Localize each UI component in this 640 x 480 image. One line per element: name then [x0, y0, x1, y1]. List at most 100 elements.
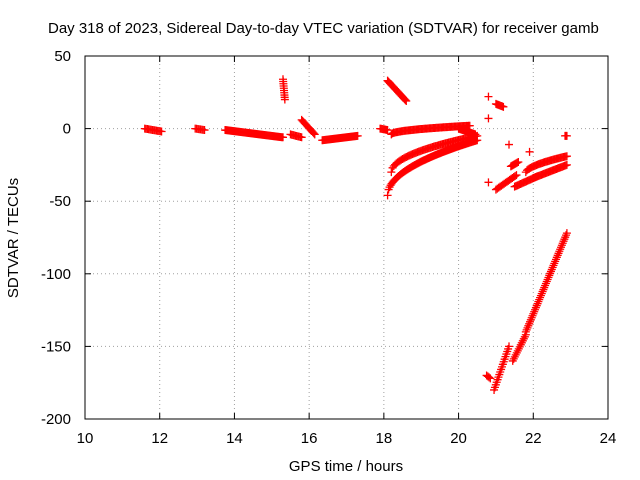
data-point — [562, 152, 571, 161]
data-point — [512, 171, 521, 180]
data-point — [561, 233, 570, 242]
data-point — [518, 336, 527, 345]
data-point — [527, 313, 536, 322]
data-point — [400, 95, 409, 104]
data-point — [529, 309, 538, 318]
data-point — [514, 344, 523, 353]
data-point — [552, 253, 561, 262]
x-tick-label: 24 — [600, 430, 617, 447]
data-point — [402, 97, 411, 106]
data-point — [532, 301, 541, 310]
data-point — [383, 126, 392, 135]
data-point — [526, 315, 535, 324]
data-point — [525, 147, 534, 156]
x-tick-label: 12 — [151, 430, 168, 447]
data-point — [514, 157, 523, 166]
data-point — [535, 295, 544, 304]
data-point — [539, 285, 548, 294]
data-point — [538, 287, 547, 296]
data-point — [549, 261, 558, 270]
plot-frame — [84, 55, 609, 420]
x-tick-label: 20 — [450, 430, 467, 447]
data-point — [560, 235, 569, 244]
data-point — [519, 334, 528, 343]
data-point — [484, 114, 493, 123]
data-point — [536, 291, 545, 300]
y-tick-label: 50 — [54, 48, 71, 65]
data-point — [555, 247, 564, 256]
data-point — [353, 131, 362, 140]
data-point — [537, 289, 546, 298]
x-tick-label: 18 — [376, 430, 393, 447]
grid — [85, 56, 608, 419]
x-axis-label: GPS time / hours — [289, 458, 403, 475]
data-point — [385, 183, 394, 192]
y-tick-label: -100 — [41, 266, 71, 283]
data-point — [505, 140, 514, 149]
data-point — [401, 96, 410, 105]
data-point — [505, 342, 514, 351]
data-point — [523, 323, 532, 332]
data-point — [531, 305, 540, 314]
data-point — [559, 237, 568, 246]
data-point — [557, 243, 566, 252]
data-point — [383, 191, 392, 200]
data-point — [550, 259, 559, 268]
data-point — [157, 127, 166, 136]
data-point — [551, 257, 560, 266]
data-point — [521, 327, 530, 336]
data-point — [485, 373, 494, 382]
data-point — [546, 267, 555, 276]
data-point — [200, 126, 209, 135]
data-point — [525, 319, 534, 328]
data-point — [309, 129, 318, 138]
data-point — [562, 229, 571, 238]
data-point — [528, 311, 537, 320]
data-point — [530, 307, 539, 316]
data-point — [524, 321, 533, 330]
data-point — [533, 299, 542, 308]
data-point — [554, 249, 563, 258]
data-point — [484, 92, 493, 101]
data-point — [534, 297, 543, 306]
x-tick-label: 10 — [77, 430, 94, 447]
data-point — [517, 338, 526, 347]
data-point — [556, 245, 565, 254]
data-point — [508, 356, 517, 365]
data-point — [280, 95, 289, 104]
data-point — [310, 130, 319, 139]
data-point — [511, 350, 520, 359]
axis-ticks: 10 12 14 16 18 20 22 24 -200 -150 -100 -50 0 50 — [41, 48, 616, 447]
data-point — [531, 303, 540, 312]
y-tick-label: -50 — [49, 193, 71, 210]
data-point — [387, 168, 396, 177]
data-point — [486, 374, 495, 383]
data-point — [558, 239, 567, 248]
data-point — [562, 231, 571, 240]
data-point — [515, 342, 524, 351]
x-tick-label: 22 — [525, 430, 542, 447]
x-tick-label: 16 — [301, 430, 318, 447]
data-point — [544, 273, 553, 282]
data-point — [520, 332, 529, 341]
data-point — [540, 283, 549, 292]
y-tick-label: -200 — [41, 411, 71, 428]
data-point — [543, 275, 552, 284]
data-point — [526, 317, 535, 326]
data-point — [552, 255, 561, 264]
data-point — [557, 241, 566, 250]
chart-title: Day 318 of 2023, Sidereal Day-to-day VTE… — [48, 20, 599, 37]
data-point — [548, 263, 557, 272]
data-point — [278, 133, 287, 142]
data-point — [542, 277, 551, 286]
data-point — [512, 348, 521, 357]
y-axis-label: SDTVAR / TECUs — [5, 178, 22, 298]
data-point — [471, 130, 480, 139]
data-point — [511, 172, 520, 181]
data-point — [541, 281, 550, 290]
data-point — [541, 279, 550, 288]
data-point — [509, 354, 518, 363]
y-tick-label: 0 — [63, 121, 71, 138]
data-point — [522, 325, 531, 334]
